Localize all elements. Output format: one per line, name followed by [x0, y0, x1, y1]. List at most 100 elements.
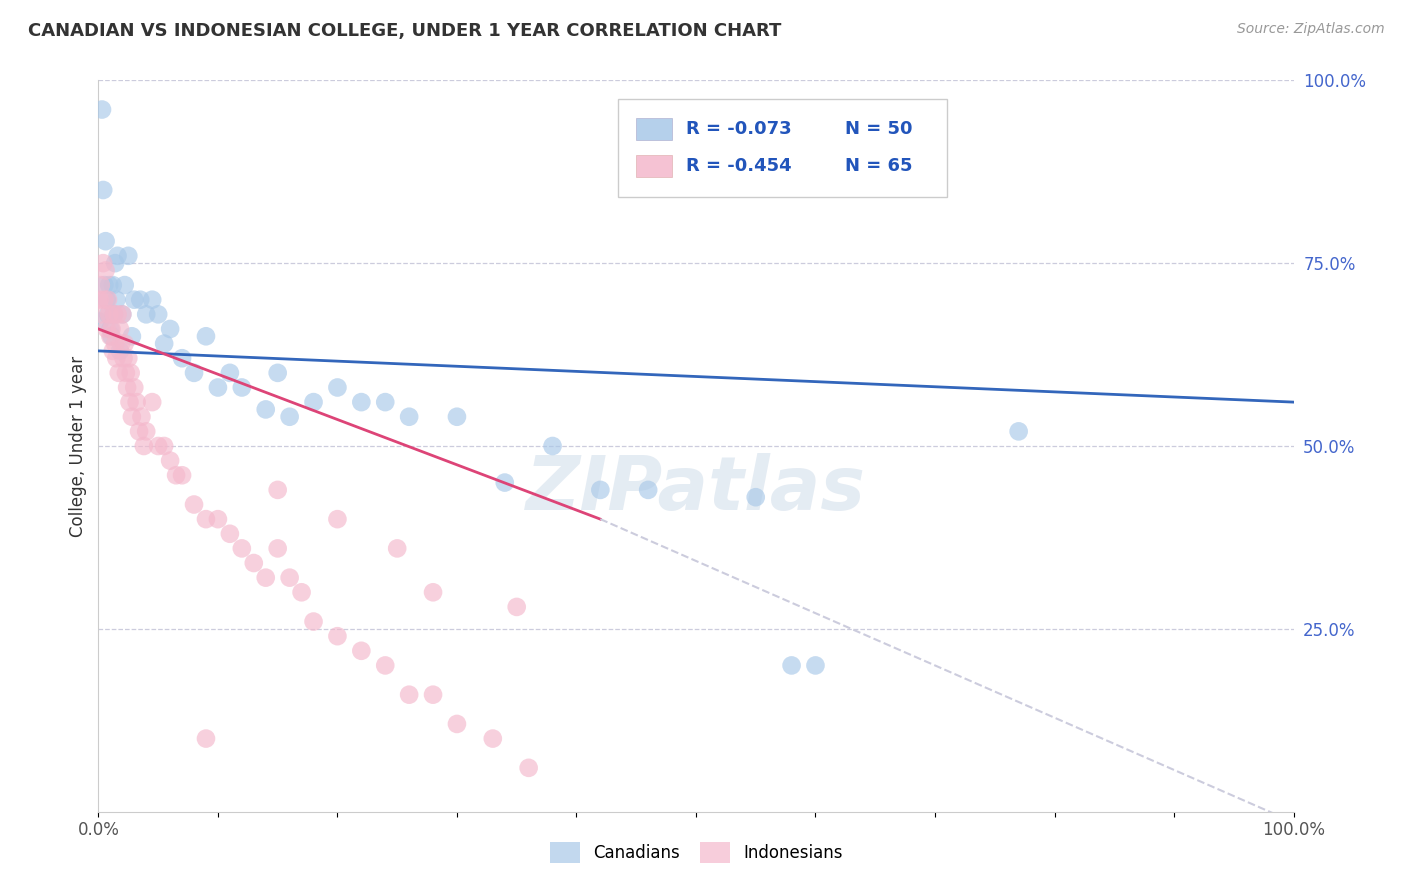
Point: [494, 475, 516, 490]
Point: [124, 380, 146, 394]
Point: [118, 395, 141, 409]
Point: [101, 278, 124, 293]
Point: [385, 541, 409, 556]
Point: [326, 629, 349, 643]
Point: [446, 717, 468, 731]
Point: [374, 395, 396, 409]
Text: R = -0.073: R = -0.073: [686, 120, 792, 138]
Point: [446, 409, 468, 424]
Point: [114, 278, 136, 293]
Point: [231, 380, 253, 394]
Point: [97, 293, 120, 307]
Point: [398, 688, 420, 702]
Text: R = -0.454: R = -0.454: [686, 157, 792, 175]
Point: [172, 468, 194, 483]
Point: [132, 439, 155, 453]
Point: [110, 336, 132, 351]
Point: [125, 395, 148, 409]
Point: [804, 658, 827, 673]
Point: [254, 571, 277, 585]
Point: [89, 293, 111, 307]
Text: CANADIAN VS INDONESIAN COLLEGE, UNDER 1 YEAR CORRELATION CHART: CANADIAN VS INDONESIAN COLLEGE, UNDER 1 …: [28, 22, 782, 40]
Point: [112, 351, 135, 366]
Point: [104, 256, 127, 270]
Point: [589, 483, 612, 497]
Point: [326, 380, 349, 394]
Point: [422, 688, 444, 702]
Point: [219, 366, 242, 380]
Point: [194, 731, 218, 746]
Point: [105, 293, 128, 307]
Point: [98, 278, 121, 293]
Point: [159, 453, 181, 467]
Point: [131, 409, 153, 424]
Point: [374, 658, 396, 673]
Point: [541, 439, 564, 453]
Point: [103, 307, 125, 321]
Text: ZIPatlas: ZIPatlas: [526, 453, 866, 526]
Point: [124, 293, 146, 307]
Point: [108, 343, 131, 358]
Point: [194, 329, 218, 343]
Point: [780, 658, 803, 673]
Point: [97, 307, 120, 321]
Point: [91, 307, 114, 321]
Point: [103, 307, 125, 321]
Point: [745, 490, 768, 504]
Point: [254, 402, 277, 417]
Point: [104, 336, 127, 351]
Point: [128, 425, 150, 439]
Point: [89, 315, 111, 329]
Point: [183, 366, 205, 380]
Point: [111, 307, 134, 321]
Point: [350, 644, 373, 658]
Point: [267, 483, 290, 497]
Point: [117, 351, 139, 366]
Legend: Canadians, Indonesians: Canadians, Indonesians: [543, 836, 849, 869]
Point: [159, 322, 181, 336]
Point: [637, 483, 659, 497]
Point: [278, 571, 301, 585]
Point: [105, 351, 128, 366]
Point: [98, 322, 122, 336]
Bar: [637, 119, 672, 140]
Point: [302, 395, 325, 409]
Point: [96, 322, 118, 336]
Point: [172, 351, 194, 366]
Point: [100, 329, 122, 343]
Point: [90, 278, 112, 293]
Point: [350, 395, 373, 409]
Point: [183, 498, 205, 512]
Point: [91, 103, 114, 117]
Point: [101, 343, 124, 358]
Point: [267, 541, 290, 556]
Point: [278, 409, 301, 424]
Y-axis label: College, Under 1 year: College, Under 1 year: [69, 355, 87, 537]
Text: N = 50: N = 50: [845, 120, 912, 138]
Point: [231, 541, 253, 556]
Bar: [619, 99, 948, 197]
Point: [107, 307, 129, 321]
Point: [98, 307, 121, 321]
Point: [165, 468, 187, 483]
Point: [107, 249, 129, 263]
Point: [117, 249, 139, 263]
Point: [302, 615, 325, 629]
Point: [148, 307, 170, 321]
Point: [129, 293, 152, 307]
Point: [93, 278, 115, 293]
Point: [93, 293, 115, 307]
Point: [141, 395, 163, 409]
Point: [121, 409, 143, 424]
Point: [194, 512, 218, 526]
Point: [115, 380, 138, 394]
Point: [94, 263, 117, 277]
Text: Source: ZipAtlas.com: Source: ZipAtlas.com: [1237, 22, 1385, 37]
Point: [100, 322, 122, 336]
Point: [135, 425, 157, 439]
Point: [517, 761, 540, 775]
Point: [114, 336, 136, 351]
Point: [121, 329, 143, 343]
Point: [398, 409, 420, 424]
Point: [148, 439, 170, 453]
